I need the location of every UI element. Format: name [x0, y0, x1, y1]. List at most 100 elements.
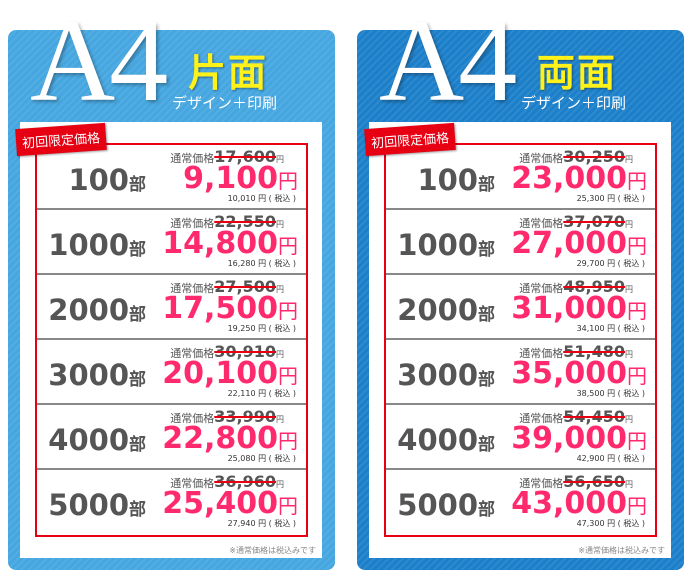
tax-suffix: 円 ( 税込 ) [607, 454, 645, 463]
quantity-value: 100 [417, 163, 478, 197]
yen-unit: 円 [276, 155, 284, 164]
tax-included-price: 25,300 円 ( 税込 ) [577, 193, 645, 204]
price-row: 3000部 通常価格30,910円 20,100円 22,110 円 ( 税込 … [37, 340, 306, 405]
quantity-unit: 部 [478, 175, 495, 195]
regular-price-value: 30,250 [563, 147, 625, 166]
tax-suffix: 円 ( 税込 ) [258, 259, 296, 268]
quantity-unit: 部 [478, 500, 495, 520]
yen-unit: 円 [276, 350, 284, 359]
regular-price: 通常価格17,600円 [170, 147, 284, 166]
panel-title: 両面 [537, 51, 618, 95]
quantity: 1000部 [397, 228, 495, 262]
quantity-unit: 部 [478, 240, 495, 260]
regular-label: 通常価格 [519, 412, 564, 425]
price-card: 初回限定価格 100部 通常価格17,600円 9,100円 10,010 円 … [15, 122, 322, 558]
sale-price: 35,000円 [511, 356, 647, 391]
tax-suffix: 円 ( 税込 ) [258, 454, 296, 463]
tax-value: 38,500 [576, 389, 605, 398]
sale-price-value: 20,100 [162, 356, 278, 391]
yen-unit: 円 [625, 480, 633, 489]
sale-price-value: 9,100 [183, 161, 278, 196]
price-table: 100部 通常価格17,600円 9,100円 10,010 円 ( 税込 ) … [35, 143, 308, 537]
regular-price-value: 48,950 [563, 277, 625, 296]
regular-label: 通常価格 [519, 152, 564, 165]
regular-price-value: 22,550 [214, 212, 276, 231]
tax-included-price: 27,940 円 ( 税込 ) [228, 518, 296, 529]
regular-label: 通常価格 [170, 152, 215, 165]
regular-price: 通常価格30,910円 [170, 342, 284, 361]
regular-price-value: 37,070 [563, 212, 625, 231]
quantity: 100部 [417, 163, 495, 197]
tax-suffix: 円 ( 税込 ) [607, 194, 645, 203]
panel-double-sided: A4 両面 デザイン＋印刷 初回限定価格 100部 通常価格30,250円 23… [357, 2, 684, 570]
yen-unit: 円 [625, 415, 633, 424]
regular-label: 通常価格 [170, 412, 215, 425]
regular-price-value: 36,960 [214, 472, 276, 491]
tax-included-price: 22,110 円 ( 税込 ) [228, 388, 296, 399]
yen-unit: 円 [625, 220, 633, 229]
quantity-unit: 部 [129, 500, 146, 520]
price-row: 1000部 通常価格22,550円 14,800円 16,280 円 ( 税込 … [37, 210, 306, 275]
price-row: 4000部 通常価格33,990円 22,800円 25,080 円 ( 税込 … [37, 405, 306, 470]
regular-price: 通常価格33,990円 [170, 407, 284, 426]
yen-unit: 円 [276, 285, 284, 294]
yen-unit: 円 [625, 155, 633, 164]
tax-included-price: 47,300 円 ( 税込 ) [577, 518, 645, 529]
price-row: 4000部 通常価格54,450円 39,000円 42,900 円 ( 税込 … [386, 405, 655, 470]
quantity-unit: 部 [478, 305, 495, 325]
tax-value: 34,100 [576, 324, 605, 333]
sale-price: 9,100円 [183, 161, 298, 196]
yen-unit: 円 [627, 429, 647, 453]
sale-price-value: 39,000 [511, 421, 627, 456]
quantity-unit: 部 [478, 370, 495, 390]
footnote: ※通常価格は税込みです [578, 546, 665, 555]
regular-price-value: 27,500 [214, 277, 276, 296]
quantity-value: 4000 [48, 423, 129, 457]
tax-included-price: 34,100 円 ( 税込 ) [577, 323, 645, 334]
regular-price: 通常価格54,450円 [519, 407, 633, 426]
sale-price-value: 23,000 [511, 161, 627, 196]
sale-price: 43,000円 [511, 486, 647, 521]
quantity-value: 5000 [48, 488, 129, 522]
regular-price: 通常価格22,550円 [170, 212, 284, 231]
quantity-unit: 部 [478, 435, 495, 455]
yen-unit: 円 [627, 364, 647, 388]
sale-price-value: 14,800 [162, 226, 278, 261]
sale-price-value: 27,000 [511, 226, 627, 261]
quantity-unit: 部 [129, 240, 146, 260]
size-label: A4 [379, 0, 517, 126]
tax-included-price: 10,010 円 ( 税込 ) [228, 193, 296, 204]
tax-suffix: 円 ( 税込 ) [607, 519, 645, 528]
sale-price: 23,000円 [511, 161, 647, 196]
tax-suffix: 円 ( 税込 ) [258, 519, 296, 528]
quantity: 3000部 [397, 358, 495, 392]
quantity-value: 2000 [48, 293, 129, 327]
quantity-value: 2000 [397, 293, 478, 327]
yen-unit: 円 [625, 350, 633, 359]
regular-price: 通常価格37,070円 [519, 212, 633, 231]
sale-price: 20,100円 [162, 356, 298, 391]
price-row: 5000部 通常価格36,960円 25,400円 27,940 円 ( 税込 … [37, 470, 306, 535]
yen-unit: 円 [278, 429, 298, 453]
quantity: 2000部 [48, 293, 146, 327]
quantity-unit: 部 [129, 305, 146, 325]
size-label: A4 [30, 0, 168, 126]
panel-subtitle: デザイン＋印刷 [521, 94, 627, 112]
tax-included-price: 16,280 円 ( 税込 ) [228, 258, 296, 269]
regular-price-value: 56,650 [563, 472, 625, 491]
regular-price: 通常価格30,250円 [519, 147, 633, 166]
regular-price: 通常価格51,480円 [519, 342, 633, 361]
regular-price: 通常価格48,950円 [519, 277, 633, 296]
yen-unit: 円 [278, 364, 298, 388]
quantity: 3000部 [48, 358, 146, 392]
quantity-value: 3000 [397, 358, 478, 392]
yen-unit: 円 [276, 220, 284, 229]
sale-price: 27,000円 [511, 226, 647, 261]
tax-suffix: 円 ( 税込 ) [607, 389, 645, 398]
sale-price-value: 31,000 [511, 291, 627, 326]
sale-price-value: 17,500 [162, 291, 278, 326]
regular-price: 通常価格56,650円 [519, 472, 633, 491]
tax-value: 19,250 [227, 324, 256, 333]
price-table: 100部 通常価格30,250円 23,000円 25,300 円 ( 税込 )… [384, 143, 657, 537]
regular-price: 通常価格36,960円 [170, 472, 284, 491]
